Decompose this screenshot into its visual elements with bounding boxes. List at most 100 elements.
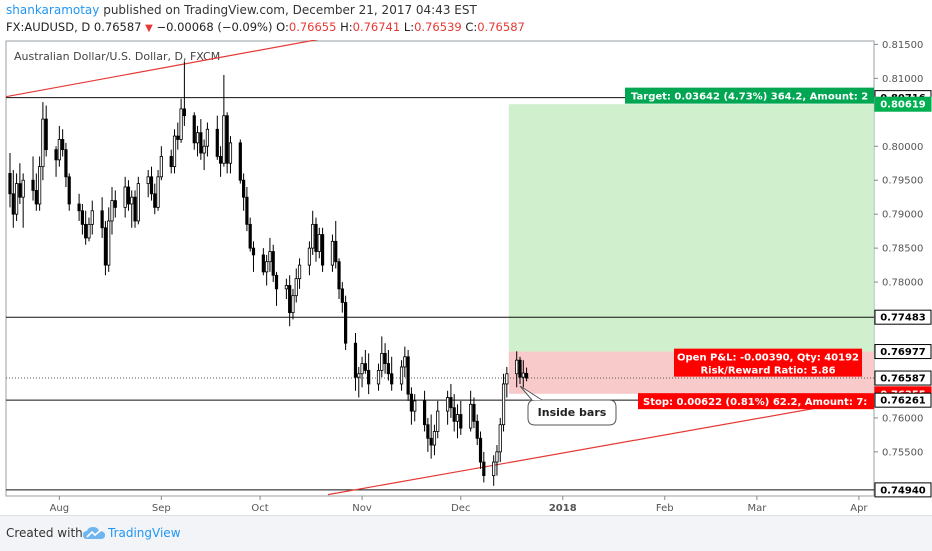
y-tick-label: 0.79500 — [882, 176, 923, 187]
inside-bars-callout[interactable] — [527, 399, 617, 426]
upper-trend-line[interactable] — [5, 40, 332, 98]
candle-body — [383, 352, 387, 364]
candle-body — [182, 108, 186, 117]
x-tick-label: Feb — [656, 503, 674, 514]
candle-body — [498, 424, 502, 453]
candle-body — [222, 115, 226, 164]
candle-body — [90, 210, 94, 225]
candle-body — [195, 132, 200, 144]
candle-body — [505, 373, 509, 385]
candle-body — [245, 196, 249, 225]
price-axis-label: 0.76261 — [880, 396, 926, 407]
candle-body — [199, 132, 203, 154]
x-tick-label: Dec — [451, 503, 470, 514]
close-value: 0.76587 — [477, 20, 525, 34]
x-tick-label: Sep — [152, 503, 171, 514]
candle-body — [475, 420, 479, 439]
candle-body — [228, 142, 233, 164]
candle-body — [84, 223, 88, 239]
candle-body — [432, 431, 437, 446]
candle-body — [363, 363, 367, 371]
candle-body — [133, 196, 137, 222]
candle-body — [478, 437, 483, 463]
candle-body — [337, 261, 341, 290]
candle-body — [54, 149, 58, 161]
low-value: 0.76539 — [414, 20, 462, 34]
candle-body — [205, 128, 210, 147]
candle-body — [34, 190, 38, 205]
candle-body — [107, 220, 111, 266]
candle-body — [87, 223, 91, 239]
x-tick-label: Oct — [251, 503, 268, 514]
candle-body — [265, 261, 269, 273]
price-axis-label: 0.77483 — [880, 313, 926, 324]
candle-body — [153, 193, 157, 208]
candle-body — [376, 369, 381, 385]
candle-body — [172, 135, 177, 168]
candle-body — [18, 183, 22, 198]
price-change: −0.00068 (−0.09%) — [156, 20, 273, 34]
x-tick-label: Nov — [352, 503, 372, 514]
candle-body — [501, 383, 506, 426]
symbol-name: FX:AUDUSD, D — [6, 20, 91, 34]
candle-body — [100, 210, 104, 229]
candle-body — [176, 135, 180, 140]
candle-body — [399, 366, 404, 385]
y-tick-label: 0.80000 — [882, 142, 923, 153]
candle-body — [353, 342, 358, 378]
candle-body — [57, 139, 61, 161]
candle-body — [426, 424, 430, 439]
candle-body — [472, 403, 476, 422]
candle-body — [524, 373, 529, 379]
candle-body — [344, 302, 348, 344]
inside-bars-text: Inside bars — [538, 406, 607, 419]
candle-body — [422, 400, 427, 426]
candle-body — [268, 251, 272, 263]
footer-bar: Created with TradingView — [0, 515, 932, 551]
price-axis-label: 0.80619 — [880, 100, 926, 111]
candle-body — [110, 200, 114, 222]
down-triangle-icon: ▼ — [145, 23, 153, 34]
y-tick-label: 0.75500 — [882, 447, 923, 458]
candle-body — [64, 149, 68, 178]
price-chart[interactable]: Australian Dollar/U.S. Dollar, D, FXCM 0… — [0, 40, 932, 515]
candle-body — [482, 461, 486, 477]
candle-body — [521, 372, 525, 378]
target-zone — [508, 104, 874, 352]
candle-body — [455, 414, 460, 422]
candle-body — [406, 356, 410, 395]
candle-body — [307, 247, 312, 266]
candle-body — [169, 156, 173, 168]
candle-body — [80, 210, 84, 225]
candle-body — [459, 414, 463, 429]
price-axis-label: 0.74940 — [880, 485, 926, 496]
candle-body — [390, 373, 394, 385]
candle-body — [284, 285, 288, 290]
candle-body — [159, 156, 163, 178]
candle-body — [31, 179, 35, 191]
candle-body — [130, 196, 134, 205]
tradingview-link[interactable]: TradingView — [108, 526, 181, 540]
candle-body — [44, 118, 48, 151]
lower-trend-line[interactable] — [327, 397, 873, 496]
last-price: 0.76587 — [93, 20, 142, 34]
candle-body — [21, 179, 25, 198]
candle-body — [436, 410, 440, 432]
open-value: 0.76655 — [288, 20, 337, 34]
price-axis-label: 0.76587 — [880, 374, 926, 385]
candle-body — [357, 373, 361, 378]
candle-body — [320, 234, 325, 266]
low-label: L: — [403, 20, 415, 34]
candle-body — [126, 186, 131, 205]
candle-body — [403, 356, 407, 368]
author-link[interactable]: shankaramotay — [6, 3, 100, 17]
candle-body — [429, 437, 433, 446]
candle-body — [271, 251, 275, 276]
candle-body — [261, 254, 265, 273]
candle-body — [156, 176, 160, 208]
callout-pointer — [519, 385, 543, 401]
y-tick-label: 0.81500 — [882, 40, 923, 51]
candle-body — [515, 359, 519, 375]
y-tick-label: 0.76000 — [882, 413, 923, 424]
candle-body — [149, 176, 154, 195]
